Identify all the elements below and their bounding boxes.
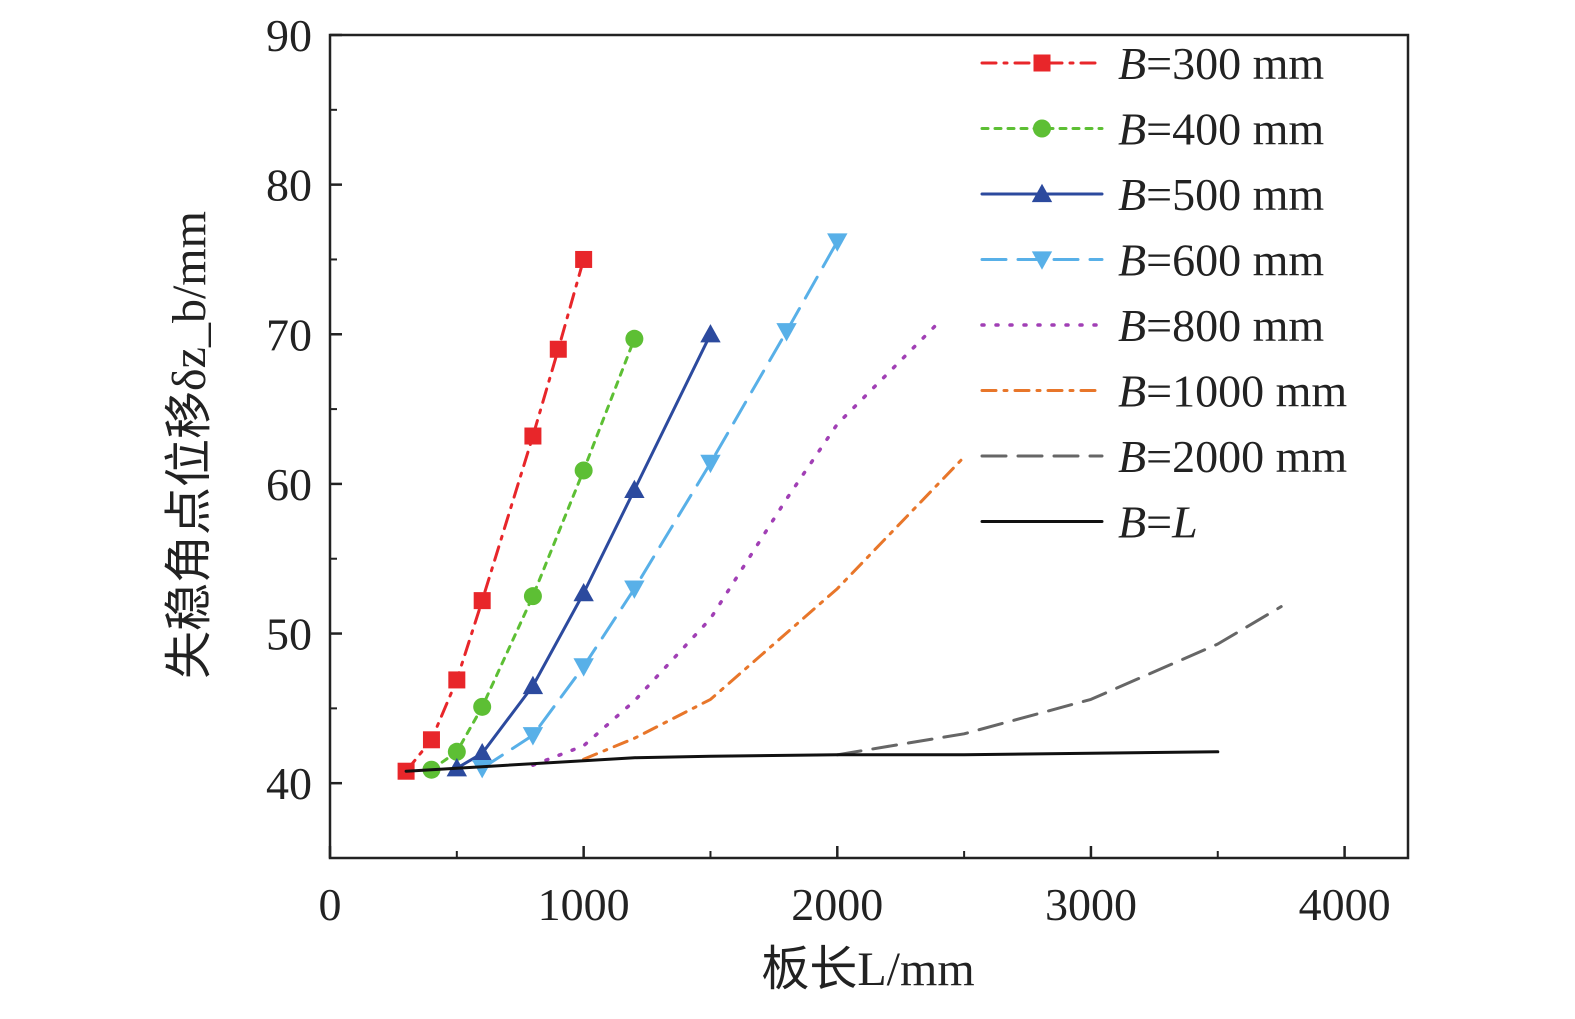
data-point [549,340,567,358]
legend-label: B=300 mm [1118,38,1324,89]
data-point [575,250,593,268]
data-point [523,587,542,606]
y-tick-label: 70 [266,309,312,360]
legend-label: B=1000 mm [1118,366,1347,417]
data-point [700,454,721,474]
legend-item: B=600 mm [980,235,1324,286]
data-point [524,427,542,445]
y-tick-label: 80 [266,160,312,211]
series-line [582,455,966,761]
legend-item: B=L [980,497,1198,548]
data-point [827,233,848,252]
data-point [574,461,593,480]
legend-label: B=L [1118,497,1198,548]
x-axis-title: 板长L/mm [761,943,974,996]
legend-item: B=2000 mm [980,431,1347,482]
x-tick-label: 0 [319,879,342,930]
legend-label: B=800 mm [1118,300,1324,351]
legend-label: B=600 mm [1118,235,1324,286]
x-tick-label: 1000 [538,879,630,930]
legend-label: B=500 mm [1118,169,1324,220]
legend-marker [1031,183,1053,203]
x-tick-label: 3000 [1045,879,1137,930]
legend-marker [1033,54,1051,72]
x-tick-label: 2000 [791,879,883,930]
series-line [404,750,1220,773]
y-tick-label: 50 [266,609,312,660]
data-point [625,329,644,348]
legend: B=300 mm B=400 mm B=500 mm B=600 mm B=800 mm… [980,38,1347,548]
data-point [776,323,797,342]
data-point [471,743,493,762]
legend-label: B=2000 mm [1118,431,1347,482]
data-point [448,671,466,689]
data-point [573,658,594,677]
y-axis-title: 失稳角点位移δz_b/mm [163,211,216,679]
data-point [700,324,721,343]
data-point [473,592,491,610]
series-line [835,605,1283,757]
series-2 [422,329,644,779]
legend-marker [1031,251,1053,270]
series-line [531,320,941,767]
plot-border [328,33,1410,860]
data-point [624,479,645,499]
plot-frame [328,33,1410,860]
series-7 [835,605,1283,757]
series-6 [582,455,966,761]
data-point [473,697,492,716]
y-tick-label: 40 [266,758,312,809]
data-point [522,675,544,695]
y-axis: 40 50 60 70 80 90 [266,10,342,809]
legend-label: B=400 mm [1118,104,1324,155]
series-1 [397,250,593,780]
y-tick-label: 60 [266,459,312,510]
series-8 [404,750,1220,773]
data-point [471,760,493,779]
legend-item: B=400 mm [980,104,1324,155]
x-axis: 0 1000 2000 3000 4000 [319,846,1391,930]
legend-item: B=800 mm [980,300,1324,351]
data-point [522,727,544,746]
legend-item: B=300 mm [980,38,1324,89]
data-point [573,582,594,602]
y-tick-label: 90 [266,10,312,61]
series-line [455,332,712,770]
series-line [404,258,586,773]
data-point [422,731,440,749]
series-layer [397,233,1283,780]
legend-marker [1033,119,1051,138]
legend-item: B=1000 mm [980,366,1347,417]
series-5 [531,320,941,767]
x-tick-label: 4000 [1299,879,1391,930]
legend-item: B=500 mm [980,169,1324,220]
data-point [447,742,466,761]
data-point [624,580,645,599]
series-4 [471,233,848,779]
